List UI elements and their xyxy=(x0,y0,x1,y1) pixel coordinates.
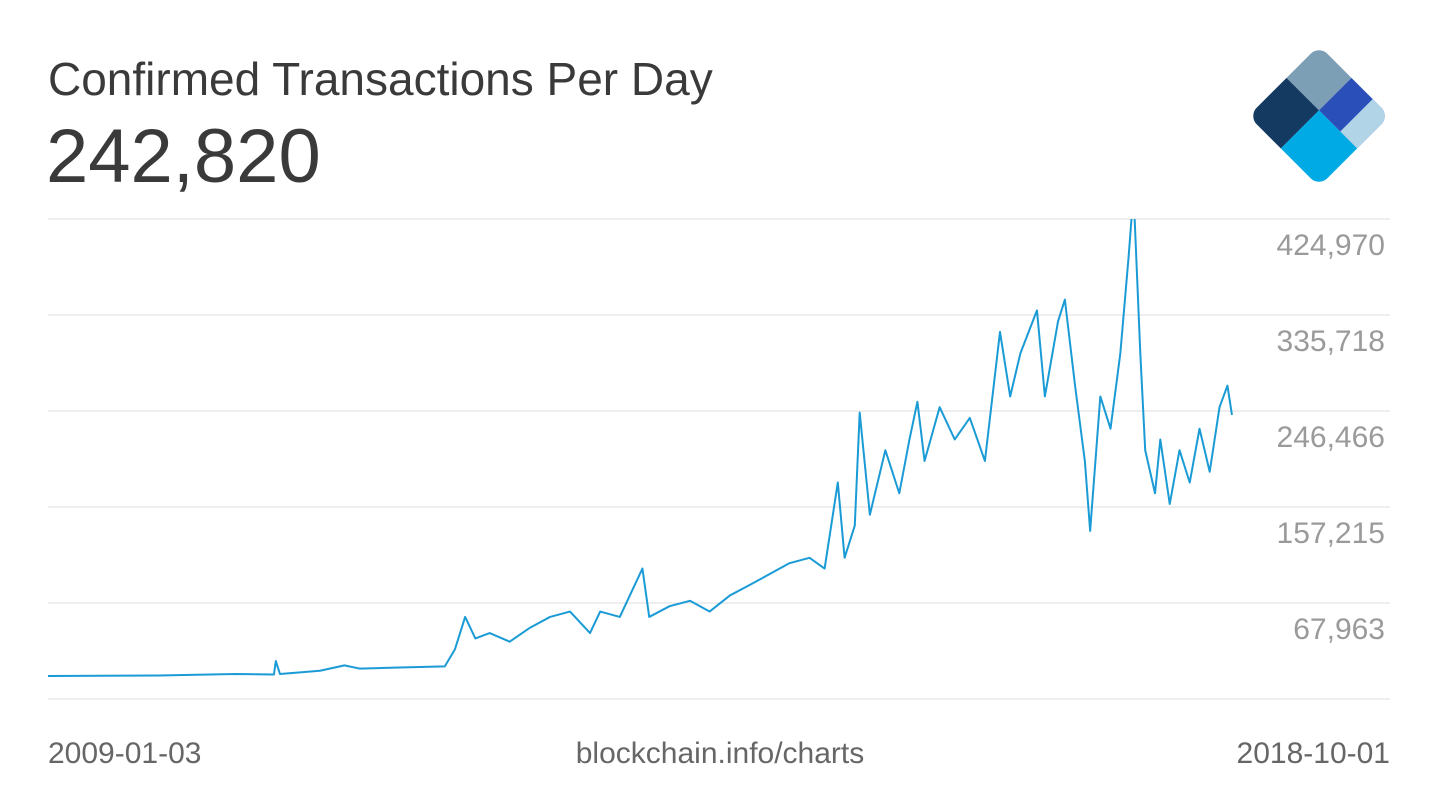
y-tick-label: 424,970 xyxy=(1277,229,1385,262)
y-tick-label: 335,718 xyxy=(1277,325,1385,358)
chart-title: Confirmed Transactions Per Day xyxy=(48,53,713,105)
data-line xyxy=(48,219,1233,677)
source: blockchain.info/charts xyxy=(576,737,865,770)
y-tick-label: 67,963 xyxy=(1293,613,1385,646)
headline-value: 242,820 xyxy=(46,114,321,199)
y-tick-label: 246,466 xyxy=(1277,421,1385,454)
x-tick-label: 2018-10-01 xyxy=(1237,737,1390,770)
logo xyxy=(1248,45,1390,187)
x-tick-label: 2009-01-03 xyxy=(48,737,201,770)
y-tick-label: 157,215 xyxy=(1277,517,1385,550)
